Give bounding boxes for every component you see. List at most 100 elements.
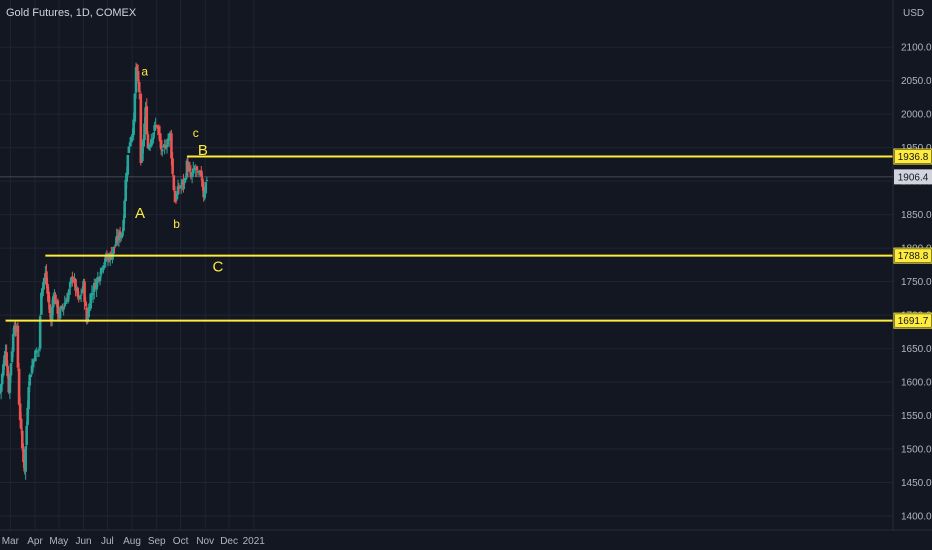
level-lines[interactable] xyxy=(5,155,893,322)
candle-body xyxy=(19,418,23,429)
x-tick-label: Nov xyxy=(196,536,214,547)
y-tick-label: 1550.0 xyxy=(901,411,932,422)
candle-body xyxy=(47,291,50,303)
candle-body xyxy=(114,244,117,247)
candle-body xyxy=(113,246,116,248)
candle-body xyxy=(171,158,174,174)
candle-body xyxy=(145,106,149,135)
candle-body xyxy=(38,316,42,349)
candle-body xyxy=(70,277,73,283)
candle-body xyxy=(54,294,57,305)
candle-body xyxy=(91,292,95,295)
candle-body xyxy=(103,262,106,265)
candles xyxy=(0,62,209,480)
candle-body xyxy=(170,133,173,159)
candle-body xyxy=(20,430,24,449)
candle-body xyxy=(40,292,43,315)
candle-body xyxy=(135,65,139,71)
x-tick-label: Aug xyxy=(123,536,141,547)
candle-body xyxy=(141,147,144,162)
candle-body xyxy=(121,232,124,237)
candle-body xyxy=(158,133,162,142)
candle-body xyxy=(34,350,37,362)
last-price-tag xyxy=(894,169,932,185)
candle-body xyxy=(150,139,153,147)
candle-body xyxy=(151,138,154,141)
x-tick-label: Oct xyxy=(173,536,189,547)
candle-body xyxy=(43,277,46,283)
candle-body xyxy=(66,293,70,302)
candle-body xyxy=(147,145,151,149)
candle-body xyxy=(133,93,137,122)
candle-body xyxy=(84,301,87,307)
level-tag-label: 1788.8 xyxy=(898,251,929,262)
time-axis[interactable]: Mar Apr May Jun Jul Aug Sep Oct Nov Dec 2021 xyxy=(2,536,266,547)
candle-body xyxy=(175,192,179,200)
y-tick-label: 2050.0 xyxy=(901,76,932,87)
candle-body xyxy=(26,407,29,425)
candle-body xyxy=(163,144,166,147)
candle-body xyxy=(174,200,178,202)
candle-body xyxy=(125,172,129,182)
candle-body xyxy=(164,145,168,149)
candle-body xyxy=(176,186,180,195)
x-tick-label: Jun xyxy=(75,536,91,547)
candle-body xyxy=(205,180,209,182)
candle-body xyxy=(74,279,77,291)
candle-body xyxy=(183,179,186,184)
candle-body xyxy=(160,149,164,152)
candle-body xyxy=(68,282,72,288)
candle-body xyxy=(63,302,67,307)
candle-body xyxy=(46,283,49,294)
candle-body xyxy=(186,161,190,172)
candle-body xyxy=(199,170,203,177)
candle-body xyxy=(124,179,127,202)
y-tick-label: 2000.0 xyxy=(901,110,932,121)
candle-body xyxy=(204,182,208,194)
candle-body xyxy=(166,139,170,145)
candle-body xyxy=(11,334,15,352)
candle-body xyxy=(10,351,14,362)
candle-body xyxy=(134,67,138,93)
candle-body xyxy=(17,368,21,405)
x-tick-label: 2021 xyxy=(243,536,266,547)
candle-body xyxy=(30,365,34,374)
candle-body xyxy=(58,309,62,319)
y-tick-label: 2100.0 xyxy=(901,43,932,54)
grid-lines xyxy=(0,0,893,530)
price-tags: 1936.8 1788.8 1691.7 1906.4 xyxy=(893,148,932,329)
candle-body xyxy=(143,123,146,141)
candle-body xyxy=(3,355,6,366)
candle-body xyxy=(173,190,177,203)
level-tag-label: 1936.8 xyxy=(898,152,929,163)
candle-body xyxy=(131,134,134,137)
candle-body xyxy=(132,119,135,135)
candle-body xyxy=(42,282,45,289)
x-tick-label: Mar xyxy=(2,536,20,547)
candle-body xyxy=(89,293,92,309)
x-tick-label: Sep xyxy=(148,536,166,547)
candle-body xyxy=(50,306,54,321)
candle-body xyxy=(172,175,176,191)
candle-body xyxy=(56,300,60,314)
candle-body xyxy=(48,304,52,314)
x-tick-label: Jul xyxy=(101,536,114,547)
candle-body xyxy=(81,289,84,294)
candle-body xyxy=(184,177,188,180)
candle-body xyxy=(129,136,133,143)
candle-body xyxy=(62,306,65,310)
candle-body xyxy=(25,426,28,445)
y-tick-label: 1400.0 xyxy=(901,512,932,523)
candle-body xyxy=(22,448,25,463)
price-axis[interactable]: 1400.01450.01500.01550.01600.01650.01700… xyxy=(901,43,932,523)
candle-body xyxy=(28,375,32,386)
candle-body xyxy=(24,446,27,472)
wave-label-A: A xyxy=(135,205,145,222)
candle-body xyxy=(18,403,22,421)
level-tag-fill xyxy=(895,150,931,164)
candle-body xyxy=(6,365,9,377)
wave-label-b: b xyxy=(173,217,180,231)
candle-body xyxy=(153,125,156,131)
